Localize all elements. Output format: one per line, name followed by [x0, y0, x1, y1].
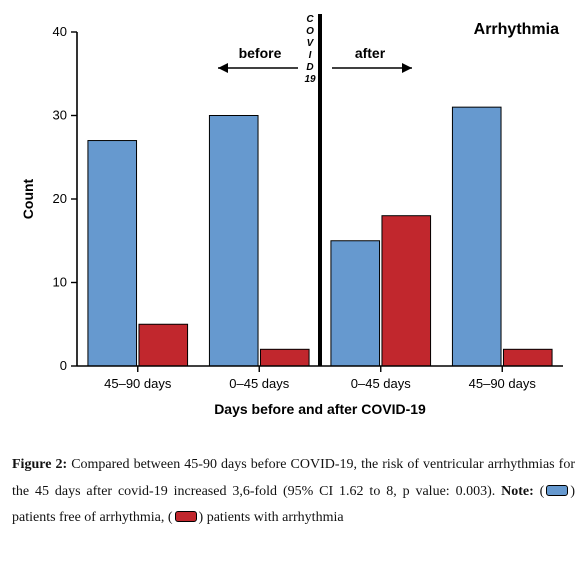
svg-text:after: after — [355, 45, 386, 61]
svg-text:45–90 days: 45–90 days — [469, 376, 537, 391]
svg-text:20: 20 — [53, 191, 67, 206]
caption-text-a: Compared between 45-90 days before COVID… — [12, 457, 575, 499]
bar-with — [382, 216, 431, 366]
covid-letter: O — [306, 26, 314, 37]
svg-text:10: 10 — [53, 275, 67, 290]
x-axis-label: Days before and after COVID-19 — [214, 401, 426, 417]
note-after-sw2: ) patients with arrhythmia — [199, 510, 344, 525]
bar-free — [209, 116, 258, 367]
chart-title: Arrhythmia — [474, 21, 559, 38]
svg-text:30: 30 — [53, 108, 67, 123]
bar-with — [139, 324, 188, 366]
svg-text:before: before — [239, 45, 282, 61]
covid-letter: D — [306, 62, 313, 73]
chart-container: 0 10 20 30 40 45–90 days 0–45 days 0–45 days 45–… — [12, 8, 575, 438]
note-label: Note: — [501, 484, 534, 499]
bar-with — [260, 349, 309, 366]
note-a: ( — [534, 484, 545, 499]
bar-free — [331, 241, 380, 366]
svg-text:45–90 days: 45–90 days — [104, 376, 172, 391]
figure-caption: Figure 2: Compared between 45-90 days be… — [12, 452, 575, 532]
covid-letter: V — [307, 38, 315, 49]
svg-text:40: 40 — [53, 24, 67, 39]
figure-label: Figure 2: — [12, 457, 67, 472]
figure-wrap: 0 10 20 30 40 45–90 days 0–45 days 0–45 days 45–… — [0, 0, 587, 544]
bar-free — [88, 141, 137, 366]
svg-text:0: 0 — [60, 358, 67, 373]
covid-letter: I — [309, 50, 312, 61]
covid-letter: 19 — [304, 74, 316, 85]
bar-with — [503, 349, 552, 366]
bar-chart: 0 10 20 30 40 45–90 days 0–45 days 0–45 days 45–… — [12, 8, 575, 438]
legend-swatch-free — [546, 485, 568, 496]
svg-text:0–45 days: 0–45 days — [229, 376, 289, 391]
y-axis-label: Count — [20, 178, 36, 219]
covid-letter: C — [306, 14, 314, 25]
bar-free — [452, 107, 501, 366]
legend-swatch-with — [175, 511, 197, 522]
svg-text:0–45 days: 0–45 days — [351, 376, 411, 391]
